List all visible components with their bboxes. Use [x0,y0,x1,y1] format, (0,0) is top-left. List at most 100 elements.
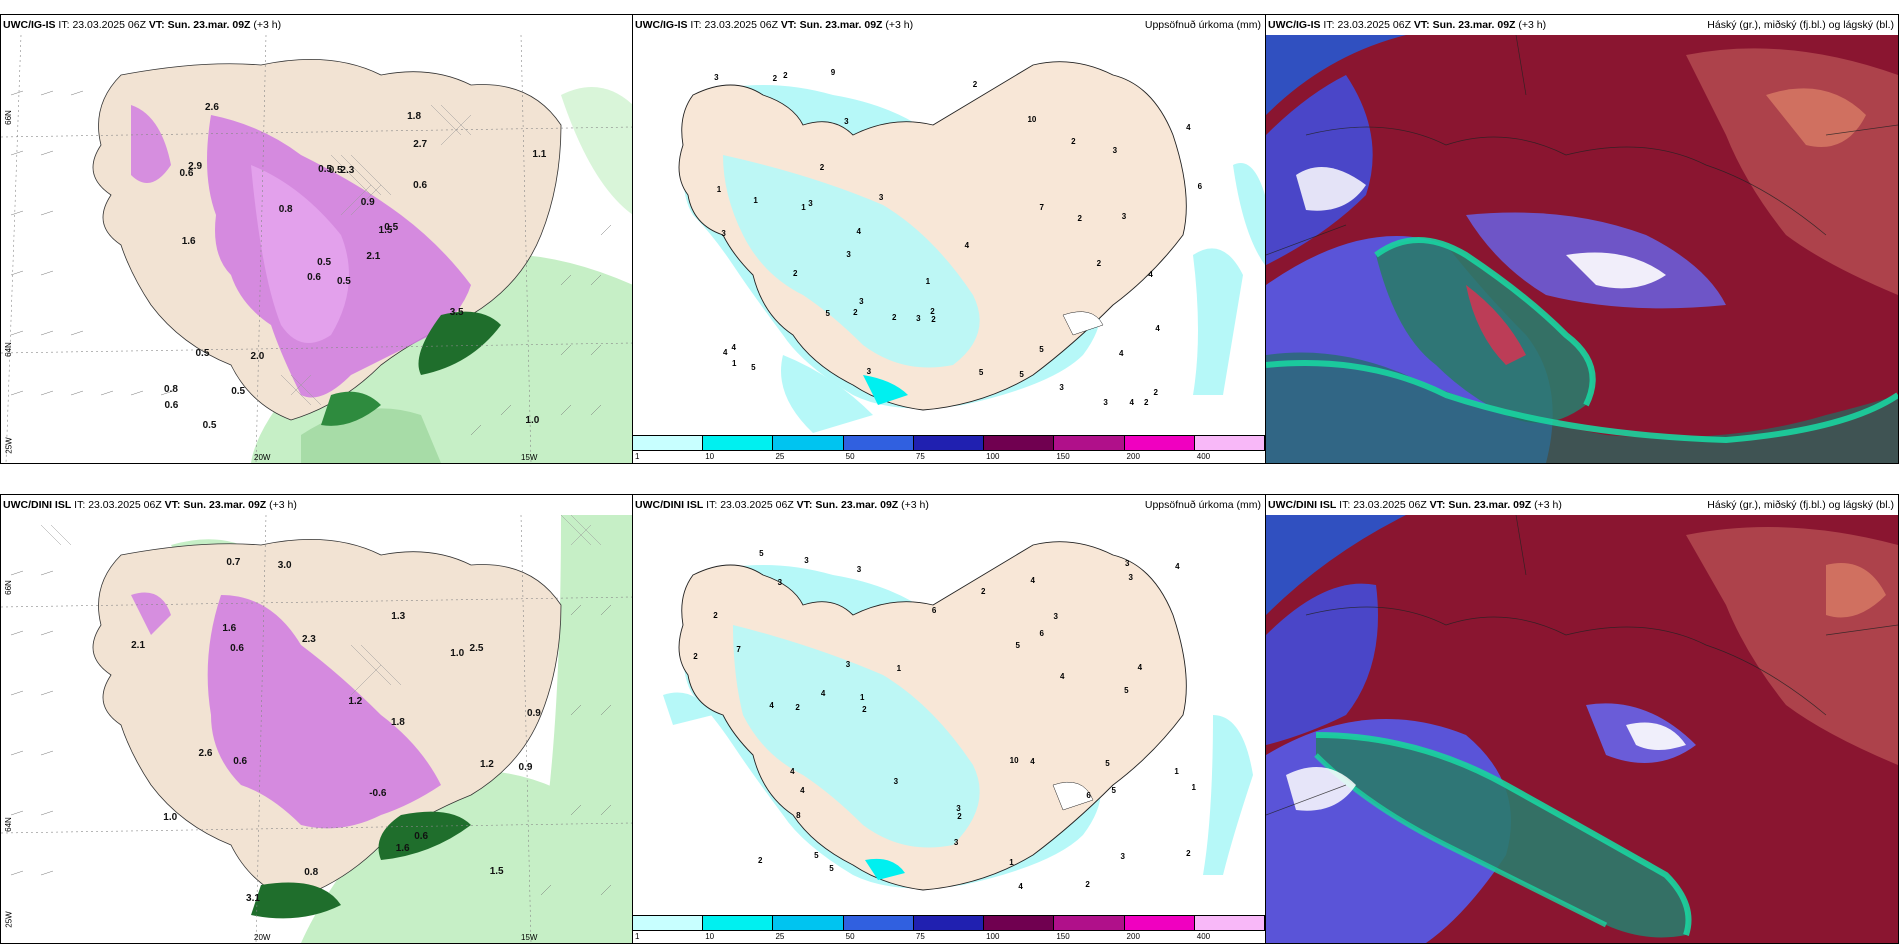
colorbar-swatches [633,435,1265,451]
colorbar-ticks: 1 10 25 50 75 100 150 200 400 [633,932,1265,943]
wind-lon-label-20: 20W [254,933,271,942]
wind-value-label: 0.6 [233,756,248,768]
precip-value-label: 7 [1039,203,1044,213]
it-value: 23.03.2025 06Z [704,19,778,31]
precip-value-label: 10 [1009,755,1019,765]
colorbar-tick-label: 10 [705,452,715,461]
colorbar-tick-label: 100 [986,452,1000,461]
wind-value-label: 2.0 [250,350,265,362]
precip-value-label: 2 [981,586,986,596]
colorbar-tick-label: 400 [1196,452,1211,461]
wind-value-label: 1.6 [181,236,196,248]
precip-value-label: 2 [783,71,788,81]
wind-value-label: 2.3 [301,633,316,645]
vt-value: Sun. 23.mar. 09Z [183,499,267,511]
wind-value-label: 1.6 [222,623,237,635]
precip-value-label: 1 [732,359,737,369]
precip-value-label: 3 [1103,397,1108,407]
lead-time: (+3 h) [885,19,914,31]
it-label: IT: [58,19,70,31]
colorbar-tick-label: 200 [1126,932,1140,941]
colorbar-tick-label: 10 [705,932,715,941]
colorbar-swatch [984,916,1055,930]
colorbar-swatch [703,436,774,450]
colorbar-tick-label: 50 [845,452,855,461]
precip-value-label: 2 [819,162,825,172]
wind-value-label: 0.6 [164,399,179,411]
precip-value-label: 2 [957,811,962,821]
precip-value-label: 4 [1175,562,1180,571]
precip-value-label: 4 [964,240,970,250]
precip-value-label: 3 [846,249,851,259]
precip-value-label: 5 [751,362,756,372]
colorbar-swatches [633,915,1265,931]
vt-label: VT: [1413,19,1430,31]
colorbar-swatch [1194,436,1265,450]
precip-value-label: 1 [1191,782,1196,792]
precip-value-label: 3 [956,804,961,814]
wind-value-label: 0.8 [304,866,319,878]
precip-value-label: 3 [808,199,813,209]
wind-panel-top: UWC/IG-IS IT: 23.03.2025 06Z VT: Sun. 23… [0,14,633,464]
model-name: UWC/DINI ISL [3,499,72,511]
wind-value-label: 0.6 [230,642,244,654]
it-value: 23.03.2025 06Z [72,19,146,31]
wind-value-label: 0.5 [318,164,333,176]
precip-value-label: 1 [1174,767,1179,777]
precip-value-label: 4 [1155,323,1160,333]
precip-value-label: 2 [930,307,935,317]
precip-value-label: 2 [931,314,936,324]
precip-value-label: 3 [1112,146,1118,156]
vt-value: Sun. 23.mar. 09Z [167,19,251,31]
wind-value-label: 2.5 [469,642,484,654]
precip-value-label: 1 [1009,858,1014,868]
precip-value-label: 5 [1015,641,1020,651]
panel-header: UWC/DINI ISL IT: 23.03.2025 06Z VT: Sun.… [1268,497,1894,513]
precip-value-label: 1 [753,195,758,205]
model-name: UWC/DINI ISL [1268,499,1337,511]
precip-value-label: 3 [859,297,864,307]
colorbar-swatch [913,916,985,930]
precip-value-label: 3 [856,564,862,574]
precip-value-label: 5 [825,308,830,318]
vt-value: Sun. 23.mar. 09Z [1448,499,1532,511]
precip-value-label: 2 [772,73,778,83]
wind-value-label: 3.0 [277,559,292,571]
wind-value-label: 1.2 [479,759,494,771]
colorbar-swatch [773,916,844,930]
it-label: IT: [690,19,702,31]
precip-value-label: 4 [800,785,805,795]
colorbar-swatch [913,436,985,450]
precip-title: Uppsöfnuð úrkoma (mm) [1144,19,1261,31]
panel-header: UWC/IG-IS IT: 23.03.2025 06Z VT: Sun. 23… [3,17,628,33]
precip-value-label: 2 [713,610,718,620]
colorbar-swatch [984,436,1055,450]
wind-value-label: 3.1 [246,893,260,905]
precip-value-label: 4 [1060,672,1065,682]
precip-title: Uppsöfnuð úrkoma (mm) [1144,499,1261,511]
wind-value-label: 1.1 [532,149,547,161]
precip-panel-bottom: UWC/DINI ISL IT: 23.03.2025 06Z VT: Sun.… [632,494,1266,944]
vt-value: Sun. 23.mar. 09Z [1432,19,1516,31]
vt-label: VT: [148,19,165,31]
colorbar-tick-label: 75 [915,452,925,461]
precip-value-label: 2 [1071,137,1076,147]
precip-value-label: 4 [1118,348,1124,358]
lead-time: (+3 h) [1518,19,1547,31]
colorbar-tick-label: 75 [915,932,925,941]
cloud-map [1266,515,1898,943]
precip-value-label: 5 [829,864,834,874]
precip-value-label: 5 [1111,786,1116,796]
precip-value-label: 6 [1197,181,1203,191]
lead-time: (+3 h) [901,499,929,511]
precip-value-label: 7 [736,645,741,655]
wind-value-label: 0.7 [226,557,241,569]
wind-value-label: 0.5 [328,165,343,177]
wind-value-label: 1.0 [525,414,540,426]
precip-value-label: 3 [1053,612,1058,622]
precip-value-label: 2 [758,856,763,866]
colorbar-swatch [633,436,704,450]
